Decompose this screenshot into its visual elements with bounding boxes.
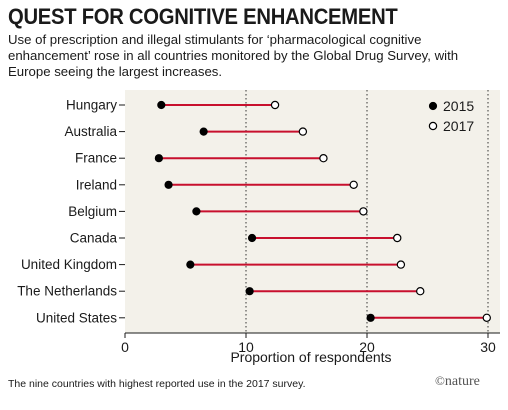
legend-label-2015: 2015 [443,98,474,114]
point-2017 [298,127,308,136]
point-2017 [396,260,406,269]
point-2017 [482,313,491,322]
country-labels: Hungary Australia France Ireland Belgium Cana… [17,98,125,325]
point-2015 [245,287,254,296]
point-2015 [157,100,166,110]
point-2015 [186,260,195,269]
point-2015 [199,127,208,136]
country-label: Ireland [76,177,117,192]
chart-subtitle: Use of prescription and illegal stimulan… [8,32,459,79]
point-2015 [164,180,173,189]
country-label: France [75,151,117,166]
country-label: United States [36,310,117,325]
legend-label-2017: 2017 [443,118,474,134]
tick-label-20: 20 [359,339,375,355]
legend-marker-2015 [428,101,438,111]
point-2017 [319,153,328,163]
footnote: The nine countries with highest reported… [8,378,306,390]
country-label: United Kingdom [21,257,117,272]
legend-marker-2017 [428,121,438,131]
point-2017 [349,180,358,189]
x-axis-label: Proportion of respondents [230,349,391,365]
x-axis: 0 10 20 30 [121,332,500,355]
legend: 2015 2017 [428,98,474,134]
point-2017 [416,287,425,296]
country-label: Canada [70,231,118,246]
point-2015 [154,154,163,163]
nature-logo: ©nature [435,373,480,389]
chart-title: QUEST FOR COGNITIVE ENHANCEMENT [8,4,398,29]
point-2015 [366,313,375,322]
point-2017 [270,100,280,110]
point-2017 [359,207,368,216]
point-2015 [192,207,201,216]
tick-label-30: 30 [480,339,496,355]
tick-label-0: 0 [121,339,129,355]
point-2017 [393,233,402,243]
country-label: The Netherlands [17,284,117,299]
point-2015 [247,233,257,243]
country-label: Australia [64,124,117,139]
country-label: Belgium [68,204,117,219]
data-marks [154,100,491,322]
brand-name: nature [444,374,480,389]
country-label: Hungary [66,98,117,113]
tick-label-10: 10 [238,339,254,355]
